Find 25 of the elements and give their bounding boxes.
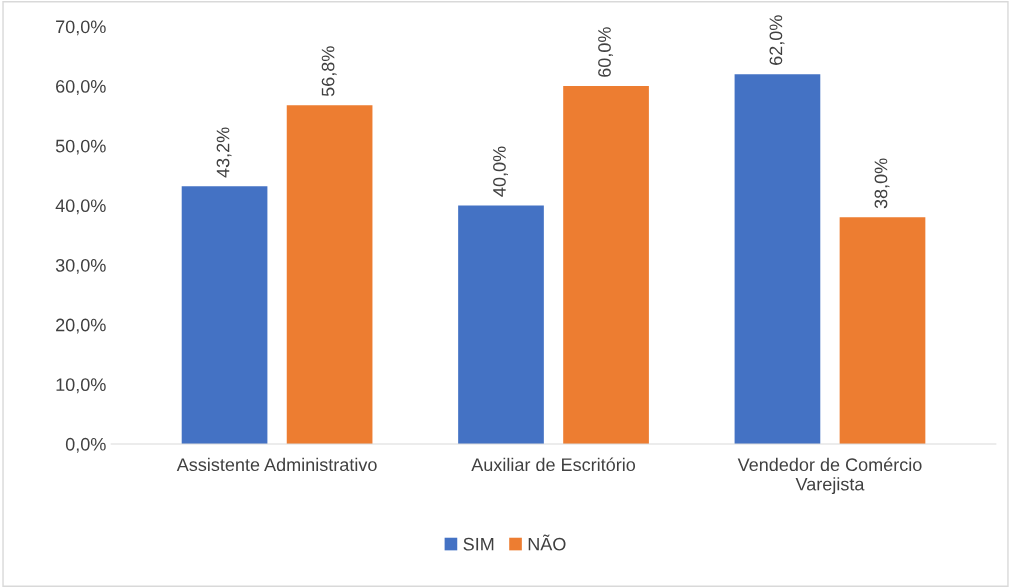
data-label: 38,0% bbox=[874, 158, 890, 209]
x-tick-label: Assistente Administrativo bbox=[176, 457, 377, 472]
y-tick-label: 20,0% bbox=[56, 318, 106, 334]
data-label: 40,0% bbox=[493, 146, 508, 197]
y-tick-label: 40,0% bbox=[55, 199, 106, 215]
bar bbox=[181, 186, 268, 444]
x-tick-label: Auxiliar de Escritório bbox=[471, 457, 636, 472]
data-label: 60,0% bbox=[598, 27, 614, 77]
legend-label: NÃO bbox=[528, 534, 566, 551]
y-tick-label: 10,0% bbox=[56, 378, 106, 394]
y-tick-label: 0,0% bbox=[65, 437, 106, 453]
data-label: 43,2% bbox=[216, 127, 232, 178]
bar bbox=[286, 105, 373, 444]
bar bbox=[458, 205, 544, 444]
y-tick-label: 50,0% bbox=[55, 139, 106, 155]
data-label: 56,8% bbox=[321, 46, 337, 97]
bar bbox=[839, 217, 926, 444]
y-tick-label: 70,0% bbox=[56, 20, 106, 36]
x-tick-label: Vendedor de Comércio Varejista bbox=[737, 457, 922, 495]
y-tick-label: 60,0% bbox=[56, 80, 106, 95]
bar bbox=[734, 74, 821, 444]
y-tick-label: 30,0% bbox=[55, 258, 106, 274]
bar bbox=[563, 86, 649, 444]
legend-label: SIM bbox=[463, 537, 494, 551]
data-label: 62,0% bbox=[769, 15, 785, 65]
